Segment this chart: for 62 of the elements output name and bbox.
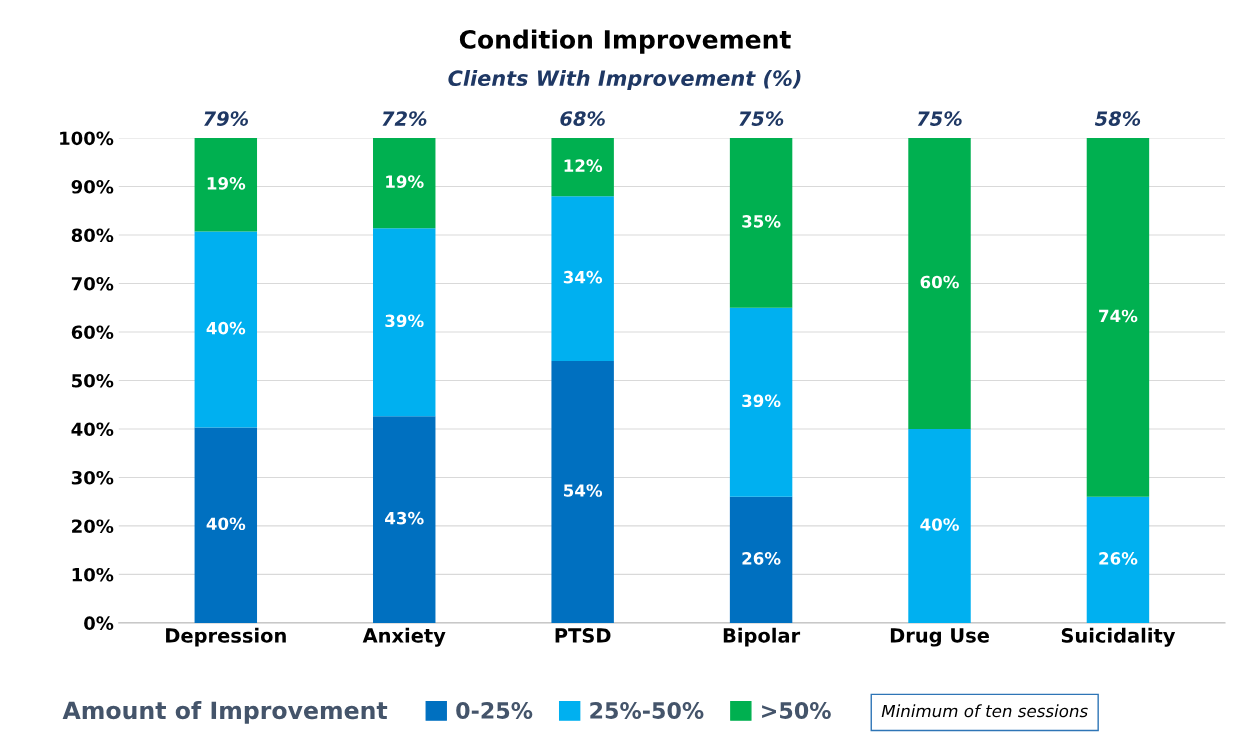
bar [908, 428, 971, 623]
bar [373, 138, 436, 229]
y-tick-label: 70% [71, 276, 114, 291]
bar [551, 138, 614, 197]
y-tick-label: 30% [71, 470, 114, 485]
chart-title: Condition Improvement [459, 29, 791, 54]
bar [373, 416, 436, 623]
data-label: 35% [742, 215, 781, 228]
chart-subtitle: Clients With Improvement (%) [448, 69, 801, 91]
data-label: 19% [207, 177, 246, 190]
x-tick-label: Anxiety [362, 627, 446, 647]
y-tick-label: 10% [72, 567, 114, 582]
data-label: 74% [1099, 309, 1138, 323]
data-label: 43% [385, 511, 424, 525]
data-label: 54% [564, 484, 603, 497]
annotation: 58% [1094, 111, 1141, 126]
y-tick-label: 50% [72, 373, 114, 388]
bar [1086, 138, 1150, 497]
annotation: 68% [560, 111, 605, 126]
bar [373, 228, 436, 417]
data-label: 40% [206, 321, 246, 335]
y-tick-label: 0% [84, 616, 114, 631]
bar [551, 361, 614, 623]
data-label: 19% [386, 175, 424, 188]
legend-label: 0-25% [456, 702, 533, 719]
x-tick-label: Drug Use [890, 628, 989, 647]
y-tick-label: 60% [71, 325, 114, 340]
bar [908, 138, 971, 429]
annotation: 75% [917, 111, 962, 126]
bar [194, 138, 258, 232]
data-label: 26% [1099, 552, 1138, 565]
data-label: 12% [564, 159, 603, 172]
data-label: 40% [920, 518, 959, 531]
y-tick-label: 90% [71, 179, 114, 194]
x-tick-label: Depression [166, 627, 286, 647]
bar [729, 307, 793, 497]
text: Minimum of ten sessions [881, 704, 1088, 718]
data-label: 39% [742, 394, 781, 408]
y-tick-label: 100% [60, 131, 114, 146]
bar [551, 196, 614, 362]
bar [1086, 496, 1150, 623]
data-label: 39% [385, 314, 424, 328]
x-tick-label: Suicidality [1061, 627, 1176, 647]
y-tick-label: 80% [71, 228, 114, 243]
annotation: 72% [382, 111, 427, 126]
bar [729, 496, 793, 623]
y-tick-label: 20% [72, 519, 114, 534]
bar [194, 231, 258, 428]
data-label: 60% [920, 275, 959, 289]
bar [729, 138, 793, 308]
annotation: 79% [204, 111, 248, 126]
legend-title: Amount of Improvement [62, 701, 388, 724]
data-label: 26% [742, 552, 781, 565]
annotation: 75% [739, 111, 784, 126]
x-tick-label: PTSD [555, 628, 611, 643]
y-tick-label: 40% [71, 422, 114, 437]
bar [194, 427, 258, 623]
legend-label: 25%-50% [590, 702, 704, 719]
data-label: 40% [206, 517, 246, 531]
data-label: 34% [563, 270, 603, 284]
x-tick-label: Bipolar [723, 627, 801, 647]
legend-label: >50% [762, 702, 831, 719]
